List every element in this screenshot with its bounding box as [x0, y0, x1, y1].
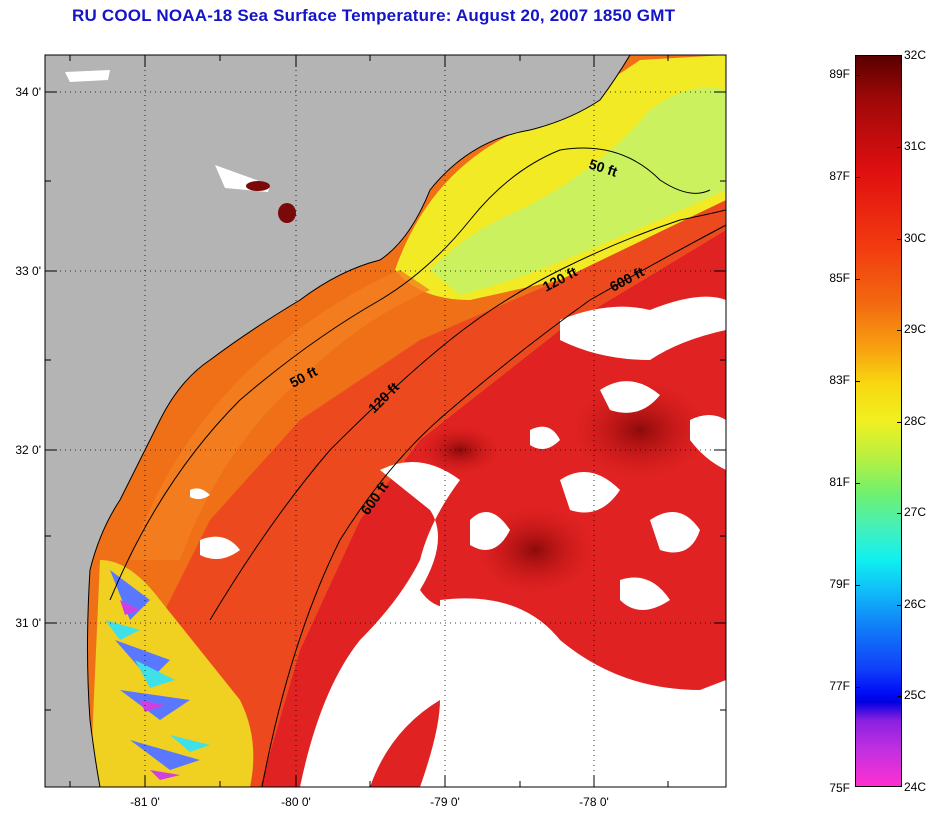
colorbar-tick — [855, 687, 860, 688]
colorbar-f-81: 81F — [829, 475, 850, 489]
colorbar-tick — [897, 513, 902, 514]
colorbar-tick — [897, 696, 902, 697]
colorbar-f-85: 85F — [829, 271, 850, 285]
lake-marks — [65, 70, 270, 192]
hotspot-2 — [570, 380, 710, 480]
map-border — [44, 54, 727, 788]
lon-label-80: -80 0' — [281, 795, 311, 809]
colorbar-f-89: 89F — [829, 67, 850, 81]
colorbar-tick — [897, 422, 902, 423]
lat-label-34: 34 0' — [15, 85, 41, 99]
coastline — [87, 55, 631, 787]
colorbar-tick — [855, 177, 860, 178]
colorbar-f-83: 83F — [829, 373, 850, 387]
colorbar-c-24: 24C — [904, 780, 927, 794]
cloud-mask — [190, 296, 726, 787]
colorbar-c-27: 27C — [904, 505, 927, 519]
contour-120ft — [209, 209, 726, 621]
mid-shelf-zone — [110, 200, 726, 787]
colorbar-c-31: 31C — [904, 139, 927, 153]
colorbar-c-30: 30C — [904, 231, 927, 245]
land-mass — [45, 55, 630, 787]
coastal-band-orange — [130, 270, 430, 560]
colorbar-tick — [897, 147, 902, 148]
colorbar-c-25: 25C — [904, 688, 927, 702]
lon-label-79: -79 0' — [430, 795, 460, 809]
colorbar-f-75: 75F — [829, 781, 850, 795]
colorbar-tick — [897, 239, 902, 240]
colorbar-f-87: 87F — [829, 169, 850, 183]
colorbar-tick — [855, 75, 860, 76]
contour-600ft — [261, 224, 726, 787]
contour-50ft — [109, 147, 711, 601]
colorbar-f-77: 77F — [829, 679, 850, 693]
colorbar-tick — [897, 605, 902, 606]
lat-label-32: 32 0' — [15, 443, 41, 457]
map-title: RU COOL NOAA-18 Sea Surface Temperature:… — [72, 6, 676, 25]
lat-label-31: 31 0' — [15, 616, 41, 630]
temperature-colorbar — [855, 55, 902, 787]
colorbar-c-32: 32C — [904, 48, 927, 62]
inland-hot-lake-1 — [246, 181, 270, 191]
colorbar-c-29: 29C — [904, 322, 927, 336]
nearshore-green-zone — [430, 87, 726, 295]
colorbar-tick — [855, 585, 860, 586]
colorbar-tick — [855, 483, 860, 484]
lat-label-33: 33 0' — [15, 264, 41, 278]
cold-streaks-cyan — [105, 620, 210, 752]
colorbar-tick — [855, 279, 860, 280]
ticks — [45, 55, 726, 787]
lon-label-78: -78 0' — [579, 795, 609, 809]
lon-label-81: -81 0' — [130, 795, 160, 809]
colorbar-c-26: 26C — [904, 597, 927, 611]
graticule — [45, 55, 726, 787]
inland-hot-lake-2 — [278, 203, 296, 223]
colorbar-tick — [897, 330, 902, 331]
colorbar-c-28: 28C — [904, 414, 927, 428]
colorbar-tick — [855, 381, 860, 382]
colorbar-f-79: 79F — [829, 577, 850, 591]
